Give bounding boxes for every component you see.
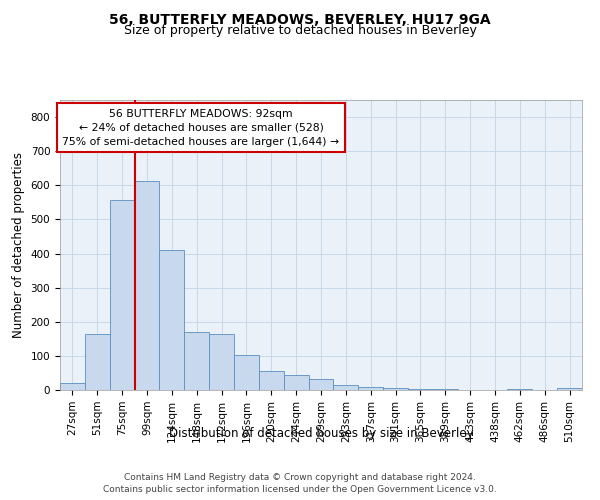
Bar [284,376,308,390]
Text: Distribution of detached houses by size in Beverley: Distribution of detached houses by size … [169,428,473,440]
Bar [408,389,433,390]
Text: 56 BUTTERFLY MEADOWS: 92sqm
← 24% of detached houses are smaller (528)
75% of se: 56 BUTTERFLY MEADOWS: 92sqm ← 24% of det… [62,108,340,146]
Bar [209,334,234,390]
Bar [85,334,110,390]
Bar [334,385,358,390]
Bar [110,200,134,390]
Bar [184,332,209,390]
Bar [160,250,184,390]
Bar [234,355,259,390]
Bar [358,386,383,390]
Bar [259,370,284,390]
Bar [383,388,408,390]
Y-axis label: Number of detached properties: Number of detached properties [12,152,25,338]
Bar [433,389,458,390]
Bar [134,180,160,390]
Bar [308,379,334,390]
Bar [557,388,582,390]
Text: Contains HM Land Registry data © Crown copyright and database right 2024.: Contains HM Land Registry data © Crown c… [124,472,476,482]
Text: Size of property relative to detached houses in Beverley: Size of property relative to detached ho… [124,24,476,37]
Text: Contains public sector information licensed under the Open Government Licence v3: Contains public sector information licen… [103,485,497,494]
Text: 56, BUTTERFLY MEADOWS, BEVERLEY, HU17 9GA: 56, BUTTERFLY MEADOWS, BEVERLEY, HU17 9G… [109,12,491,26]
Bar [60,383,85,390]
